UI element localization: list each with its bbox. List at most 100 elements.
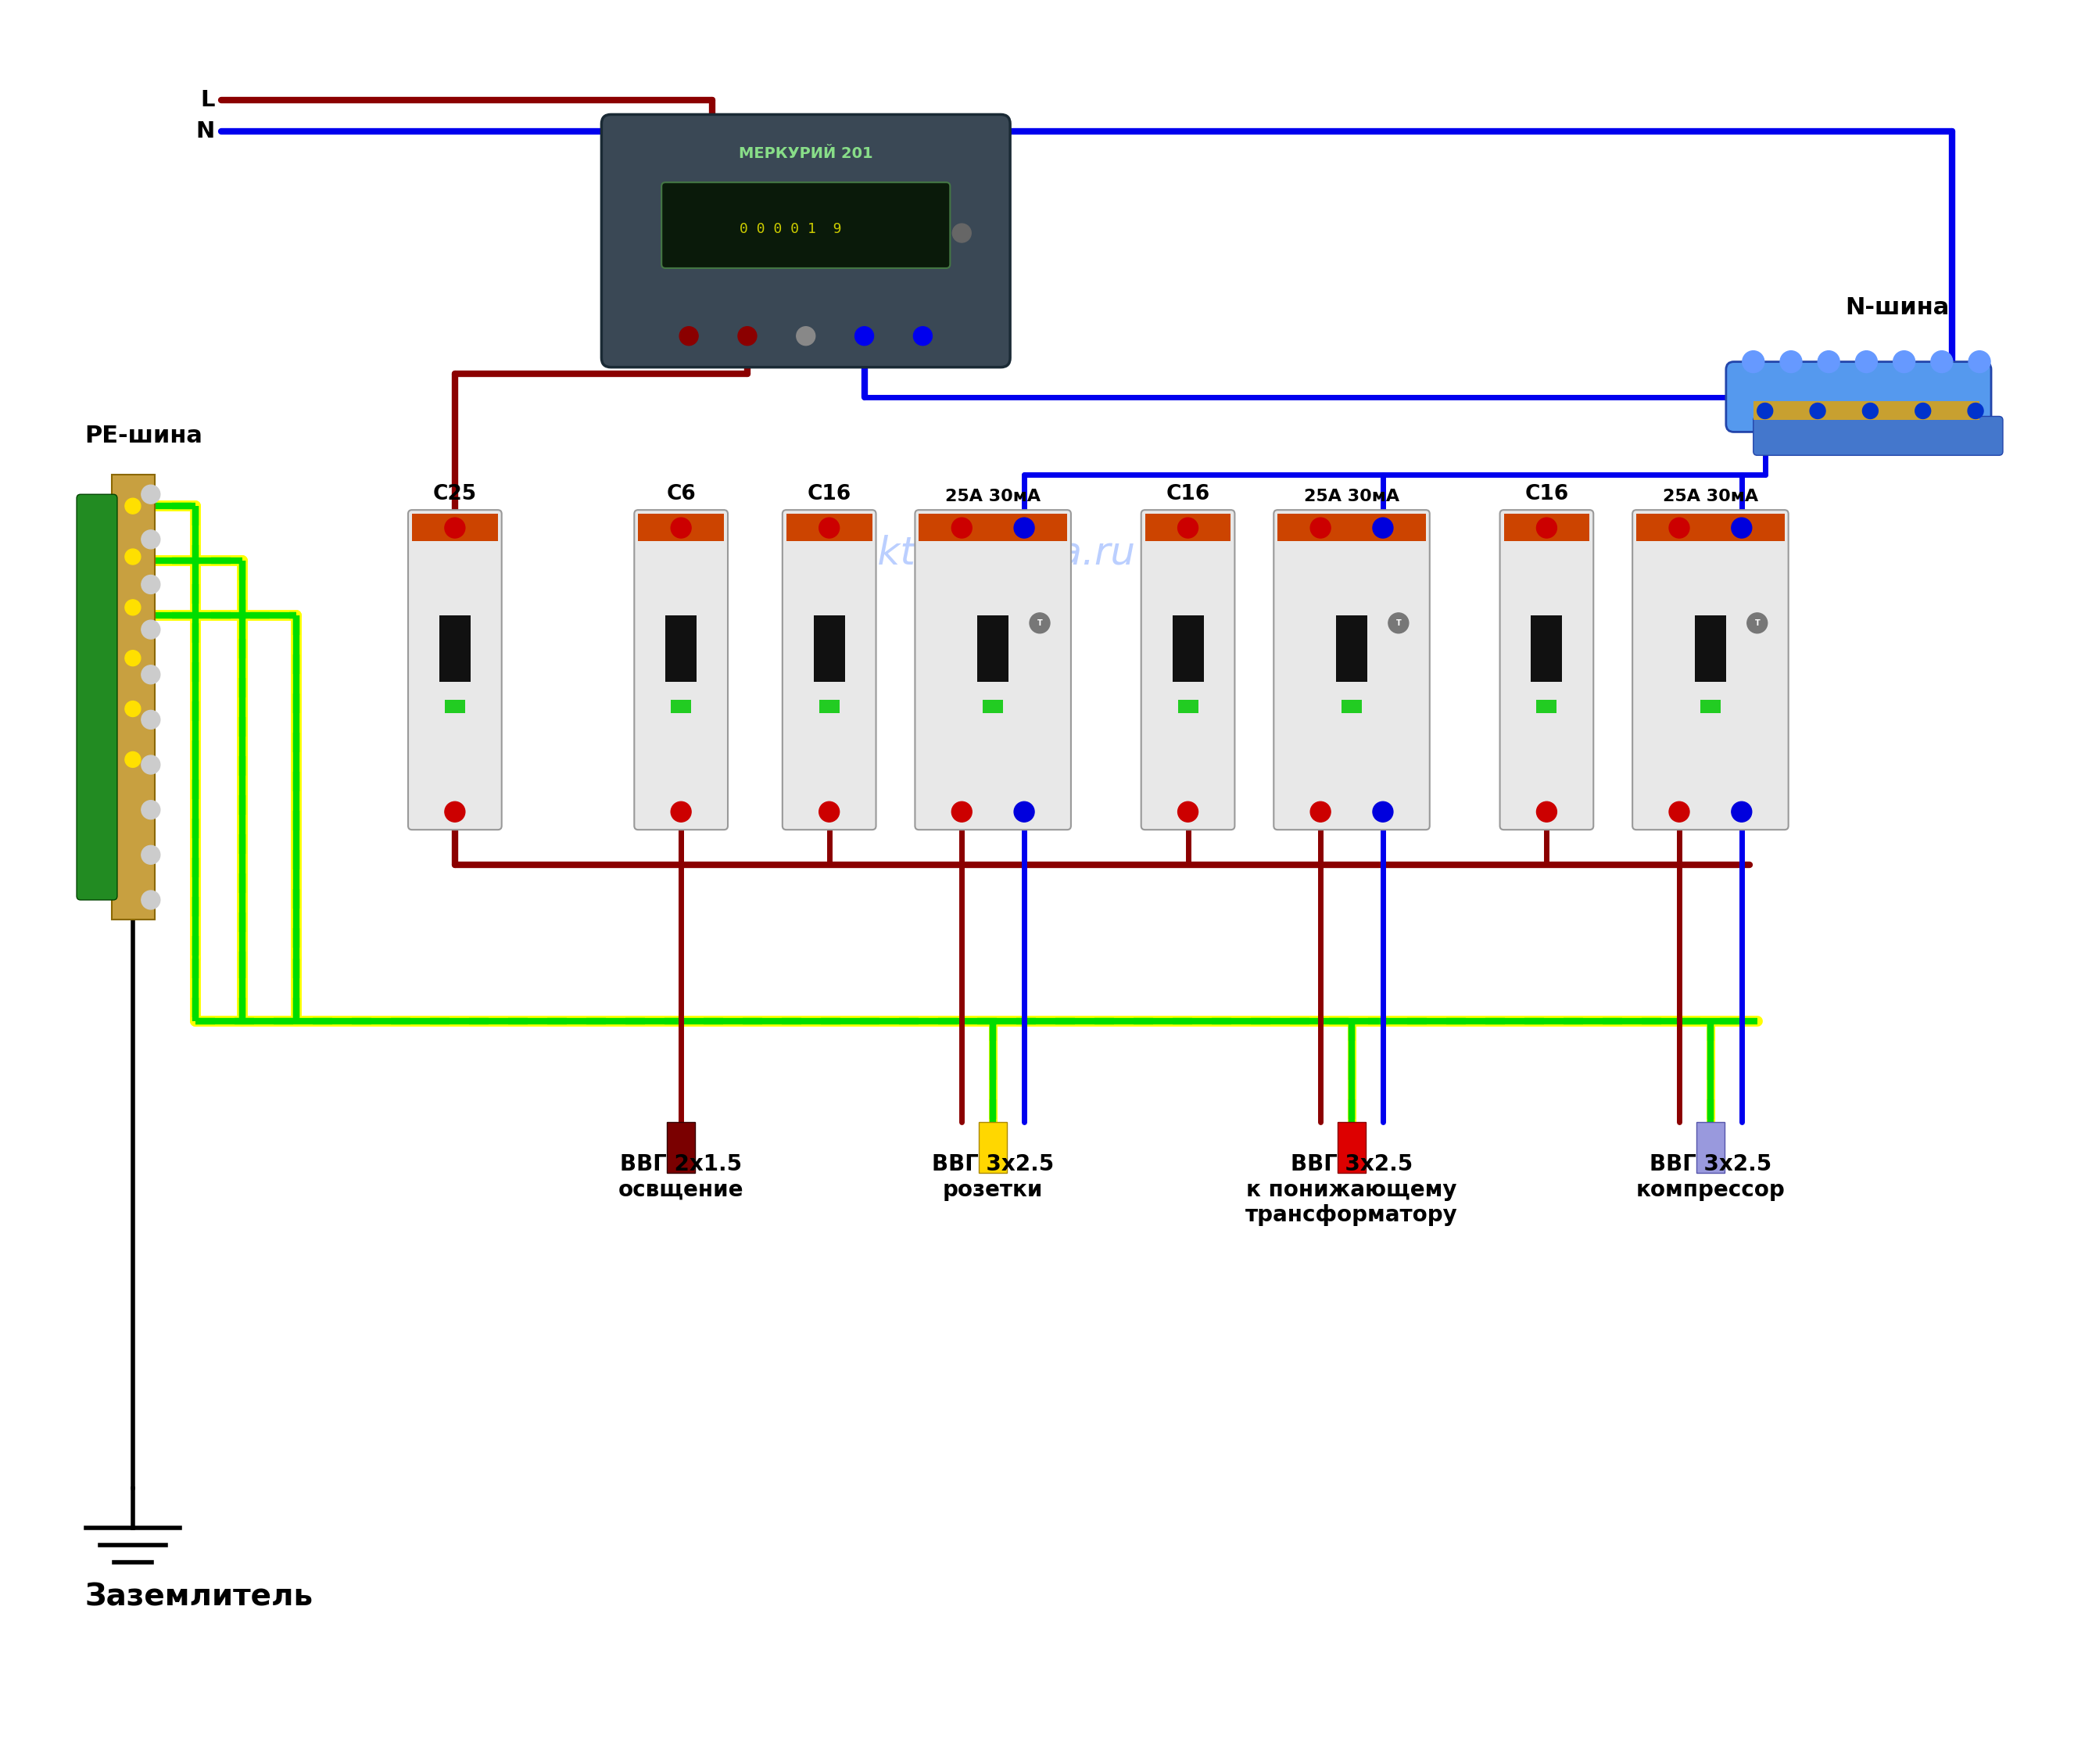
Text: С16: С16 [1525, 483, 1569, 505]
Bar [1278, 513, 1427, 542]
Circle shape [1669, 801, 1690, 822]
Circle shape [142, 801, 161, 818]
FancyBboxPatch shape [1274, 510, 1429, 829]
FancyBboxPatch shape [408, 510, 502, 829]
Text: 25А 30мА: 25А 30мА [1303, 489, 1400, 505]
Bar [1178, 700, 1199, 713]
Circle shape [1810, 404, 1826, 418]
Circle shape [856, 326, 874, 346]
Text: С16: С16 [1165, 483, 1209, 505]
Circle shape [797, 326, 816, 346]
FancyBboxPatch shape [914, 510, 1071, 829]
Circle shape [1372, 519, 1393, 538]
Text: МЕРКУРИЙ 201: МЕРКУРИЙ 201 [738, 146, 872, 161]
Bar [672, 700, 690, 713]
Text: T: T [1395, 619, 1402, 626]
Circle shape [126, 497, 140, 513]
Circle shape [142, 665, 161, 684]
Circle shape [142, 621, 161, 639]
Bar [1695, 616, 1726, 681]
Bar [111, 475, 155, 919]
Text: 0 0 0 0 1  9: 0 0 0 0 1 9 [738, 222, 841, 236]
FancyBboxPatch shape [1140, 510, 1234, 829]
Text: 25А 30мА: 25А 30мА [1663, 489, 1757, 505]
Text: С6: С6 [665, 483, 697, 505]
Circle shape [738, 326, 757, 346]
FancyBboxPatch shape [634, 510, 728, 829]
Circle shape [1732, 801, 1751, 822]
Bar [1697, 1122, 1724, 1173]
Circle shape [1747, 612, 1768, 633]
Text: ВВГ 3х2.5
компрессор: ВВГ 3х2.5 компрессор [1636, 1154, 1784, 1201]
Bar [983, 700, 1002, 713]
FancyBboxPatch shape [1632, 510, 1789, 829]
Bar [977, 616, 1008, 681]
Bar [1337, 616, 1368, 681]
FancyBboxPatch shape [1753, 416, 2002, 455]
Bar [638, 513, 724, 542]
Circle shape [1914, 404, 1931, 418]
Text: ВВГ 3х2.5
розетки: ВВГ 3х2.5 розетки [931, 1154, 1054, 1201]
FancyBboxPatch shape [602, 115, 1010, 367]
FancyBboxPatch shape [782, 510, 877, 829]
Bar [1701, 700, 1720, 713]
Bar [1144, 513, 1230, 542]
Circle shape [1969, 351, 1989, 372]
FancyBboxPatch shape [661, 182, 950, 268]
Bar [814, 616, 845, 681]
Text: N-шина: N-шина [1845, 296, 1950, 319]
Circle shape [952, 224, 971, 242]
FancyBboxPatch shape [1726, 362, 1992, 432]
Bar [439, 616, 471, 681]
Circle shape [1893, 351, 1914, 372]
Circle shape [1856, 351, 1877, 372]
Circle shape [672, 519, 690, 538]
Text: N: N [197, 120, 215, 143]
Circle shape [952, 801, 973, 822]
Circle shape [1310, 519, 1331, 538]
Text: T: T [1038, 619, 1042, 626]
Bar [665, 616, 697, 681]
Circle shape [1178, 801, 1199, 822]
Bar [979, 1122, 1006, 1173]
Text: Заземлитель: Заземлитель [84, 1582, 314, 1612]
FancyBboxPatch shape [77, 494, 117, 900]
Circle shape [1757, 404, 1772, 418]
Circle shape [820, 519, 839, 538]
Circle shape [1780, 351, 1801, 372]
Circle shape [680, 326, 699, 346]
Bar [1341, 700, 1362, 713]
Circle shape [1178, 519, 1199, 538]
Text: elektroshkola.ru: elektroshkola.ru [820, 534, 1136, 572]
Circle shape [1372, 801, 1393, 822]
Circle shape [1310, 801, 1331, 822]
Bar [1753, 400, 1979, 420]
Circle shape [1743, 351, 1764, 372]
Bar [446, 700, 464, 713]
Circle shape [672, 801, 690, 822]
Text: РЕ-шина: РЕ-шина [84, 425, 203, 448]
Bar [1337, 1122, 1366, 1173]
Text: С16: С16 [808, 483, 851, 505]
Bar [412, 513, 498, 542]
Circle shape [1931, 351, 1952, 372]
Circle shape [820, 801, 839, 822]
Circle shape [142, 485, 161, 505]
Circle shape [126, 651, 140, 667]
Circle shape [1818, 351, 1839, 372]
Circle shape [1029, 612, 1050, 633]
Circle shape [142, 575, 161, 594]
Bar [918, 513, 1067, 542]
FancyBboxPatch shape [1500, 510, 1594, 829]
Circle shape [914, 326, 933, 346]
Bar [1536, 700, 1556, 713]
Circle shape [1969, 404, 1983, 418]
Bar [1172, 616, 1203, 681]
Bar [787, 513, 872, 542]
Circle shape [126, 600, 140, 616]
Bar [1504, 513, 1590, 542]
Circle shape [142, 529, 161, 549]
Circle shape [142, 755, 161, 774]
Circle shape [142, 891, 161, 908]
Circle shape [1862, 404, 1879, 418]
